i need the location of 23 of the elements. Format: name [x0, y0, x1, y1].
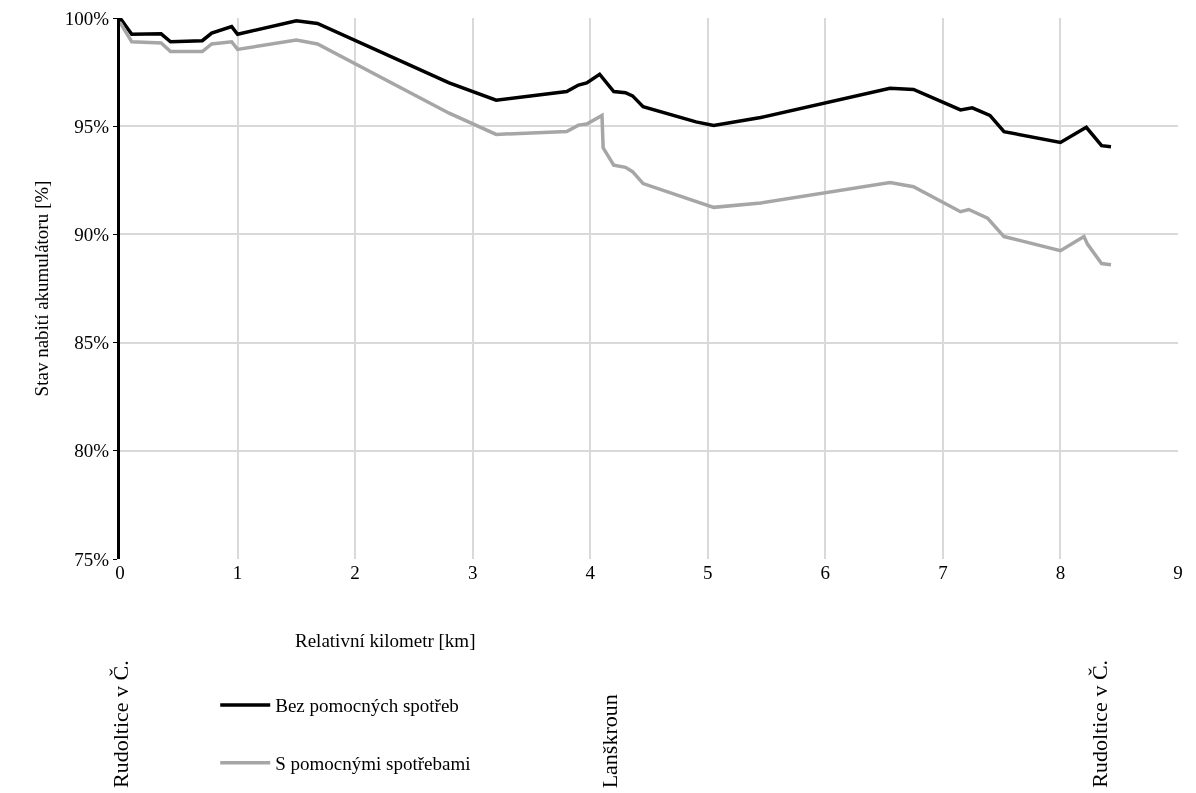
- x-tick-label: 7: [938, 562, 948, 583]
- x-tick-label: 1: [232, 562, 243, 583]
- x-tick-label: 6: [820, 562, 831, 583]
- x-tick-label: 4: [585, 562, 596, 583]
- x-tick-label: 9: [1173, 562, 1183, 583]
- x-tick-label: 8: [1055, 562, 1066, 583]
- legend-label: S pomocnými spotřebami: [275, 753, 471, 775]
- x-tick-label: 0: [115, 562, 125, 583]
- y-tick-label: 95%: [74, 115, 110, 137]
- x-tick-label: 3: [467, 562, 478, 583]
- text: Rudoltice v Č.: [1086, 659, 1112, 788]
- y-axis-title: Stav nabití akumulátoru [%]: [30, 180, 52, 397]
- legend-label: Bez pomocných spotřeb: [275, 695, 459, 717]
- y-tick-label: 80%: [74, 440, 110, 462]
- y-tick-label: 90%: [74, 224, 110, 246]
- y-tick-label: 75%: [74, 548, 110, 570]
- x-tick-label: 5: [703, 562, 713, 583]
- text: Lanškroun: [597, 694, 623, 789]
- x-axis-title: Relativní kilometr [km]: [295, 630, 476, 651]
- text: Rudoltice v Č.: [107, 660, 133, 789]
- y-tick-label: 100%: [64, 7, 110, 29]
- y-tick-label: 85%: [74, 332, 110, 354]
- x-tick-label: 2: [350, 562, 360, 583]
